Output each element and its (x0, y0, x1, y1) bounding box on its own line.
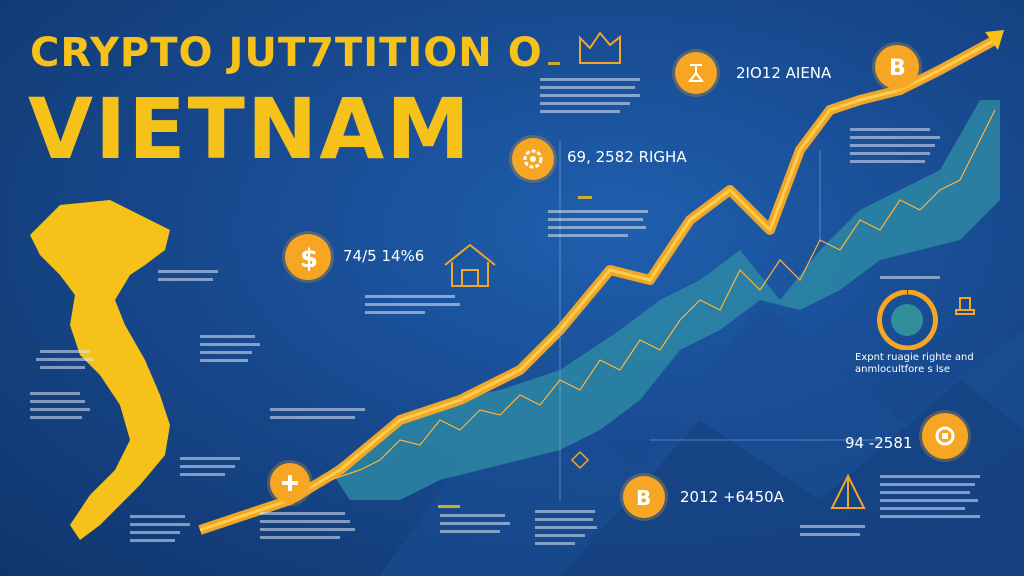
stat-mid-left: 69, 2582 RIGHA (567, 148, 687, 166)
stat-top-right: 2IO12 AIENA (736, 64, 832, 82)
teal-area (330, 100, 1000, 500)
title-line1: CRYPTO JUT7TITION O (30, 30, 543, 76)
stat-right-mid: 94 -2581 (845, 434, 913, 452)
chart-icon (579, 31, 621, 64)
svg-text:B: B (636, 486, 651, 509)
tent-icon (830, 473, 866, 509)
right-heading: Expnt ruagie righte and anmlocultfore s … (855, 352, 974, 375)
house-icon (444, 243, 496, 287)
bitcoin-icon: B (875, 45, 919, 89)
diamond-icon (570, 450, 590, 470)
svg-text:$: $ (300, 244, 318, 272)
stamp-icon (955, 297, 975, 315)
stat-bottom: 2012 +6450A (680, 488, 784, 506)
lab-icon (675, 52, 717, 94)
svg-text:B: B (889, 56, 906, 80)
bitcoin-icon-bottom: B (623, 476, 665, 518)
gear-icon (512, 138, 554, 180)
settings-icon (922, 413, 968, 459)
vietnam-map (30, 200, 170, 540)
plus-icon (270, 463, 310, 503)
stat-dollar: 74/5 14%6 (343, 247, 425, 265)
dollar-icon: $ (285, 234, 331, 280)
title-line2: VIETNAM (28, 80, 472, 178)
shield-icon (877, 290, 938, 350)
